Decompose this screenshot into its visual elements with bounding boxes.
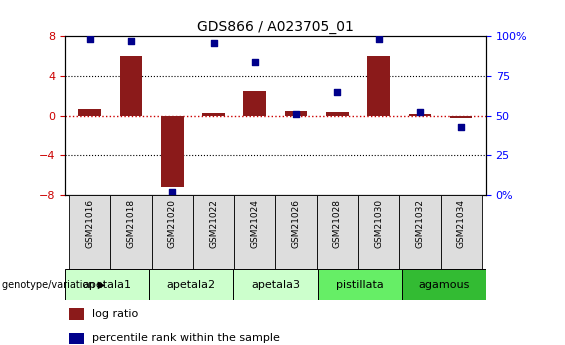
Bar	[276, 195, 317, 269]
Text: apetala1: apetala1	[82, 280, 132, 289]
Point	[85, 37, 94, 42]
Bar	[149, 269, 233, 300]
Bar	[79, 109, 101, 116]
Text: genotype/variation ▶: genotype/variation ▶	[2, 280, 105, 289]
Bar	[317, 195, 358, 269]
Point	[127, 38, 136, 44]
Bar	[441, 195, 482, 269]
Text: GSM21028: GSM21028	[333, 199, 342, 248]
Text: apetala3: apetala3	[251, 280, 300, 289]
Bar	[110, 195, 151, 269]
Text: GSM21026: GSM21026	[292, 199, 301, 248]
Point	[209, 40, 218, 45]
Point	[250, 59, 259, 65]
Bar	[358, 195, 399, 269]
Point	[333, 89, 342, 95]
Bar	[120, 56, 142, 116]
Bar	[233, 269, 318, 300]
Text: GSM21034: GSM21034	[457, 199, 466, 248]
Text: GSM21030: GSM21030	[374, 199, 383, 248]
Bar	[408, 114, 431, 116]
Bar	[450, 116, 472, 118]
Text: GSM21022: GSM21022	[209, 199, 218, 247]
Text: GSM21024: GSM21024	[250, 199, 259, 247]
Bar	[285, 111, 307, 116]
Text: GSM21020: GSM21020	[168, 199, 177, 248]
Text: pistillata: pistillata	[336, 280, 384, 289]
Bar	[69, 333, 84, 344]
Point	[292, 111, 301, 117]
Bar	[193, 195, 234, 269]
Point	[374, 37, 383, 42]
Bar	[202, 112, 225, 116]
Bar	[69, 195, 110, 269]
Bar	[326, 112, 349, 116]
Text: apetala2: apetala2	[167, 280, 216, 289]
Bar	[65, 269, 149, 300]
Point	[168, 189, 177, 195]
Bar	[69, 308, 84, 320]
Bar	[234, 195, 276, 269]
Title: GDS866 / A023705_01: GDS866 / A023705_01	[197, 20, 354, 34]
Text: log ratio: log ratio	[92, 309, 138, 319]
Text: GSM21016: GSM21016	[85, 199, 94, 248]
Bar	[367, 56, 390, 116]
Point	[457, 124, 466, 129]
Bar	[399, 195, 441, 269]
Bar	[151, 195, 193, 269]
Text: GSM21032: GSM21032	[415, 199, 424, 248]
Bar	[318, 269, 402, 300]
Point	[415, 110, 424, 115]
Bar	[161, 116, 184, 187]
Bar	[244, 91, 266, 116]
Text: GSM21018: GSM21018	[127, 199, 136, 248]
Text: agamous: agamous	[418, 280, 470, 289]
Bar	[402, 269, 486, 300]
Text: percentile rank within the sample: percentile rank within the sample	[92, 334, 280, 343]
